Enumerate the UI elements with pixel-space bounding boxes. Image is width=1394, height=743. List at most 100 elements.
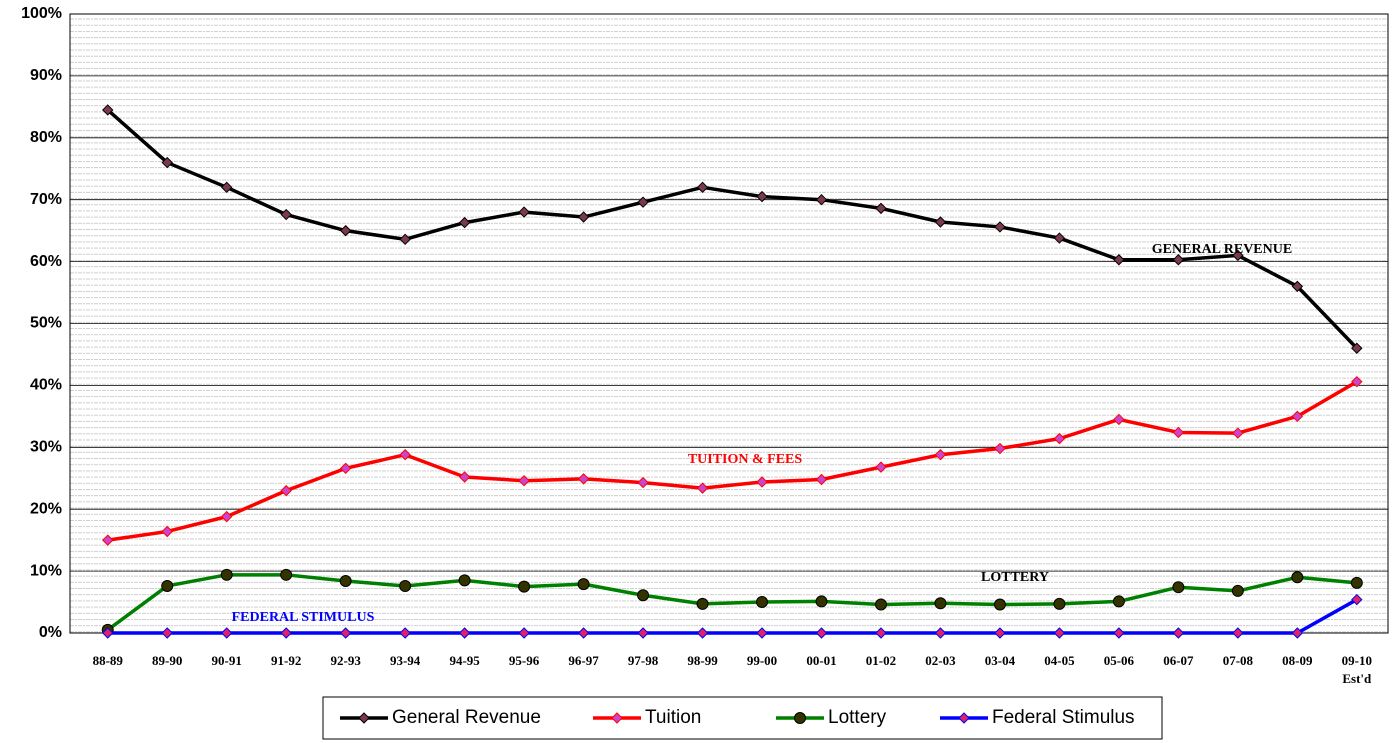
point (1232, 249, 1244, 262)
point (934, 627, 947, 639)
point (934, 216, 947, 228)
x-tick-label: 90-91 (212, 653, 242, 668)
point (637, 627, 649, 639)
point (220, 510, 233, 523)
point (518, 206, 530, 218)
x-tick-label: 91-92 (271, 653, 301, 668)
point (994, 221, 1006, 233)
point (756, 476, 768, 488)
point (280, 484, 292, 497)
point (577, 578, 590, 591)
legend-marker (358, 712, 370, 724)
point (161, 156, 173, 169)
point (280, 627, 292, 639)
y-tick-label: 50% (30, 315, 62, 332)
x-tick-label: 08-09 (1282, 653, 1313, 668)
point (399, 449, 411, 461)
legend-marker (794, 712, 806, 724)
point (1053, 627, 1066, 639)
point (458, 216, 471, 229)
point (280, 568, 293, 581)
x-tick-label: 98-99 (687, 653, 718, 668)
point (1351, 375, 1363, 388)
point (1291, 410, 1304, 423)
legend-label: Federal Stimulus (992, 707, 1135, 728)
x-tick-label: 93-94 (390, 653, 421, 668)
y-tick-label: 30% (30, 439, 62, 456)
annotation: FEDERAL STIMULUS (232, 610, 375, 625)
point (220, 627, 233, 639)
point (815, 627, 828, 639)
y-tick-label: 70% (30, 191, 62, 208)
x-tick-label: 97-98 (628, 653, 659, 668)
point (696, 181, 709, 194)
point (458, 627, 471, 639)
point (934, 597, 947, 610)
point (815, 473, 828, 486)
legend-marker (611, 712, 623, 724)
x-tick-label: 09-10 Est'd (1342, 653, 1372, 686)
legend-label: Lottery (828, 707, 887, 728)
point (875, 461, 887, 473)
point (577, 473, 590, 485)
point (577, 627, 590, 639)
x-tick-label: 02-03 (925, 653, 956, 668)
point (161, 579, 174, 592)
series-line (106, 108, 1359, 350)
x-tick-label: 95-96 (509, 653, 540, 668)
x-tick-label: 03-04 (985, 653, 1016, 668)
x-tick-label: 00-01 (806, 653, 836, 668)
y-tick-label: 0% (39, 624, 62, 641)
series-line (107, 598, 1358, 635)
point (458, 574, 471, 587)
point (637, 589, 650, 602)
x-tick-label: 96-97 (568, 653, 599, 668)
y-tick-label: 10% (30, 562, 62, 579)
legend-label: General Revenue (392, 707, 541, 728)
point (934, 449, 947, 461)
point (1232, 627, 1244, 639)
x-tick-label: 04-05 (1044, 653, 1075, 668)
point (1232, 427, 1244, 439)
point (1350, 576, 1363, 589)
point (102, 534, 114, 546)
y-tick-label: 40% (30, 377, 62, 394)
point (696, 597, 709, 610)
point (1053, 597, 1066, 610)
x-tick-label: 07-08 (1223, 653, 1254, 668)
annotation: GENERAL REVENUE (1152, 242, 1292, 257)
point (339, 224, 352, 237)
point (458, 471, 471, 483)
x-tick-label: 99-00 (747, 653, 777, 668)
point (874, 598, 887, 611)
point (993, 598, 1006, 611)
point (518, 475, 530, 487)
point (815, 193, 828, 206)
point (220, 568, 233, 581)
point (875, 627, 887, 639)
y-tick-label: 100% (21, 5, 62, 22)
point (1172, 627, 1185, 639)
legend-marker (958, 712, 970, 724)
point (1172, 254, 1185, 266)
point (518, 580, 531, 593)
point (1351, 342, 1363, 354)
series-line (106, 573, 1357, 632)
point (637, 196, 649, 208)
series-line (107, 380, 1358, 542)
point (280, 208, 292, 221)
point (756, 596, 769, 609)
point (577, 211, 590, 223)
point (1351, 593, 1363, 606)
x-tick-label: 06-07 (1163, 653, 1194, 668)
point (1291, 571, 1304, 584)
legend-label: Tuition (645, 707, 701, 728)
point (399, 233, 411, 246)
x-tick-label: 01-02 (866, 653, 896, 668)
point (339, 627, 352, 639)
point (1112, 595, 1125, 608)
x-tick-label: 94-95 (449, 653, 480, 668)
point (1113, 627, 1125, 639)
point (1053, 232, 1066, 244)
